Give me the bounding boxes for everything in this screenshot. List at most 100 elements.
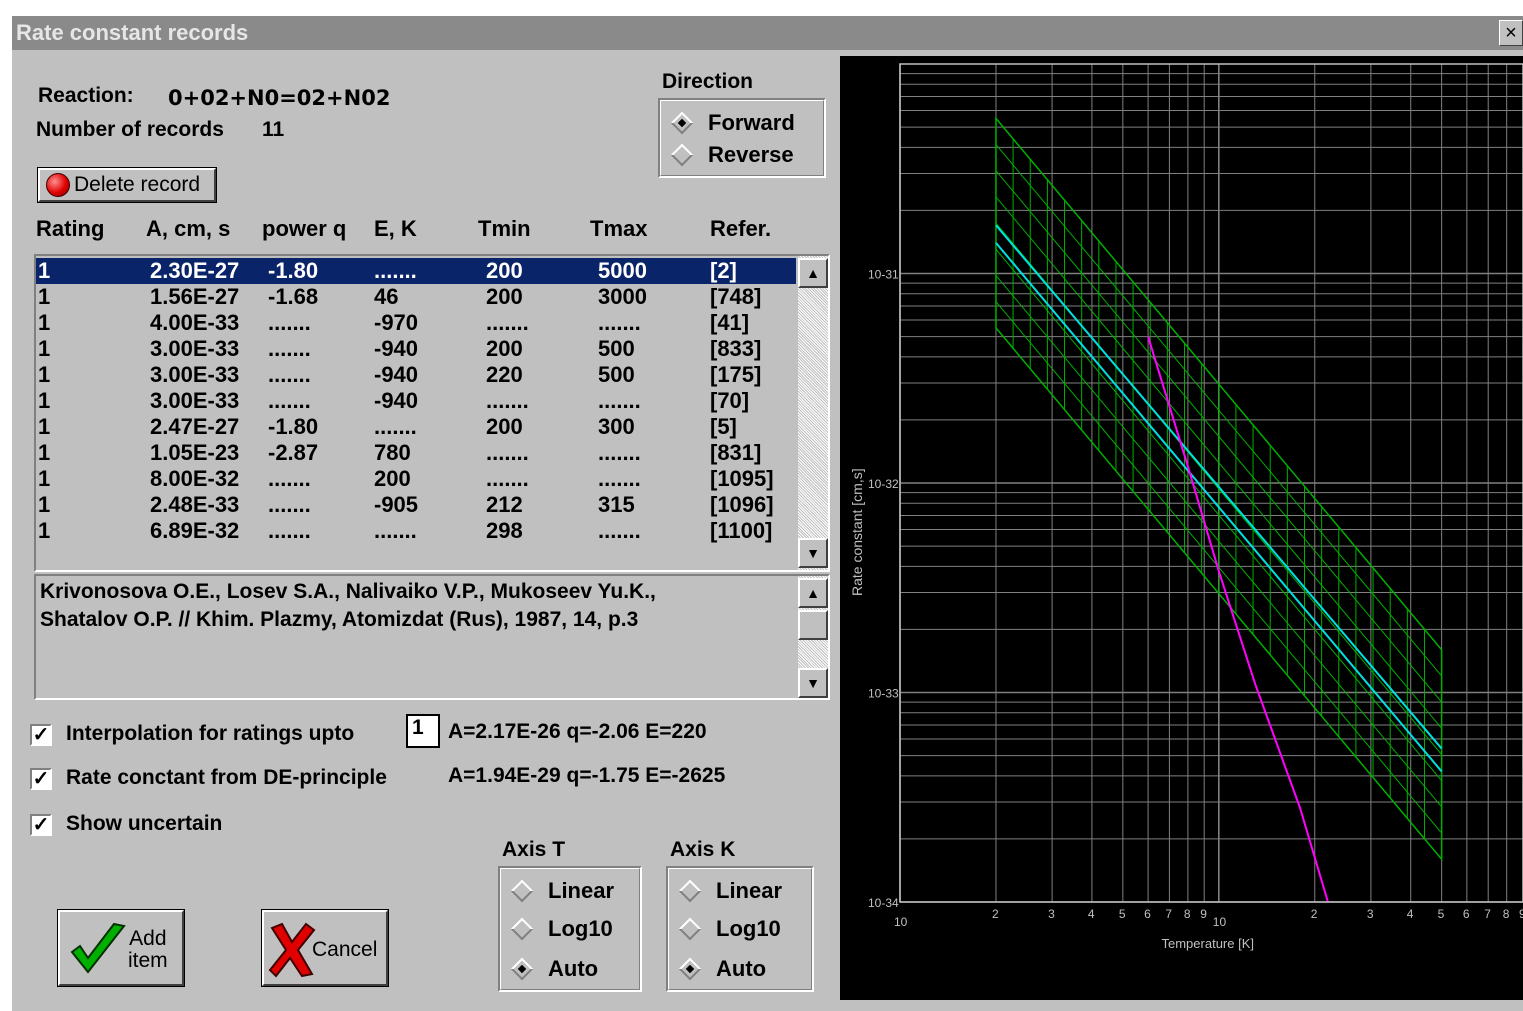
table-row[interactable]: 1 6.89E-32.............. 298....... [1100] bbox=[36, 518, 796, 544]
axis-k-log10-radio[interactable]: Log10 bbox=[678, 916, 781, 942]
ref-scroll-down-button[interactable]: ▼ bbox=[798, 668, 828, 698]
table-row[interactable]: 1 3.00E-33....... -940.............. [70] bbox=[36, 388, 796, 414]
x-tick-label: 3 bbox=[1048, 907, 1055, 921]
direction-title: Direction bbox=[662, 70, 754, 93]
axis-t-log10-radio[interactable]: Log10 bbox=[510, 916, 613, 942]
axis-t-group: Linear Log10 Auto bbox=[498, 866, 642, 992]
y-tick-label: 10-33 bbox=[868, 687, 899, 701]
axis-t-linear-radio[interactable]: Linear bbox=[510, 878, 614, 904]
table-cell: [175] bbox=[710, 362, 762, 387]
table-cell: -2.87 bbox=[268, 440, 319, 465]
table-cell: 2.47E-27 bbox=[150, 414, 240, 439]
rating-input[interactable]: 1 bbox=[406, 714, 440, 748]
ref-scroll-up-button[interactable]: ▲ bbox=[798, 578, 828, 608]
table-cell: [831] bbox=[710, 440, 762, 465]
x-axis-label: Temperature [K] bbox=[1162, 936, 1255, 951]
table-cell: 1 bbox=[38, 362, 51, 387]
add-label-line2: item bbox=[128, 949, 168, 972]
table-row[interactable]: 1 4.00E-33....... -970.............. [41] bbox=[36, 310, 796, 336]
plot-frame bbox=[899, 63, 1523, 903]
scroll-up-button[interactable]: ▲ bbox=[798, 258, 828, 288]
table-cell: ....... bbox=[598, 518, 641, 543]
interpolation-label: Interpolation for ratings upto bbox=[66, 722, 355, 745]
table-cell: [748] bbox=[710, 284, 762, 309]
table-row[interactable]: 1 8.00E-32....... 200.............. [1095] bbox=[36, 466, 796, 492]
table-cell: ....... bbox=[598, 466, 641, 491]
table-cell: ....... bbox=[486, 440, 529, 465]
red-record-icon bbox=[46, 173, 70, 197]
x-tick-label: 4 bbox=[1407, 907, 1414, 921]
green-check-icon bbox=[70, 922, 126, 974]
x-tick-label: 8 bbox=[1503, 907, 1510, 921]
direction-forward-radio[interactable]: Forward bbox=[670, 110, 795, 136]
records-list[interactable]: 1 2.30E-27 -1.80....... 200 5000 [2] 1 1.56E-27… bbox=[34, 254, 830, 572]
close-button[interactable]: × bbox=[1499, 20, 1523, 46]
table-cell: 300 bbox=[598, 414, 635, 439]
table-row[interactable]: 1 3.00E-33....... -940 220 500 [175] bbox=[36, 362, 796, 388]
reference-scrollbar[interactable]: ▲ ▼ bbox=[798, 576, 828, 698]
table-cell: ....... bbox=[268, 362, 311, 387]
reference-box[interactable]: Krivonosova O.E., Losev S.A., Nalivaiko … bbox=[34, 574, 830, 700]
series-line bbox=[1147, 336, 1329, 903]
table-cell: [1095] bbox=[710, 466, 774, 491]
records-scrollbar[interactable]: ▲ ▼ bbox=[798, 256, 828, 570]
table-cell: 780 bbox=[374, 440, 411, 465]
table-row[interactable]: 1 1.05E-23 -2.87 780.............. [831] bbox=[36, 440, 796, 466]
table-cell: ....... bbox=[268, 492, 311, 517]
table-cell: [833] bbox=[710, 336, 762, 361]
show-uncertain-label: Show uncertain bbox=[66, 812, 223, 835]
table-cell: 1 bbox=[38, 466, 51, 491]
radio-selected-icon bbox=[670, 111, 694, 135]
y-tick-label: 10-31 bbox=[868, 268, 899, 282]
add-item-button[interactable]: Add item bbox=[57, 909, 185, 987]
direction-reverse-radio[interactable]: Reverse bbox=[670, 142, 794, 168]
header-a: A, cm, s bbox=[146, 216, 231, 241]
show-uncertain-checkbox[interactable]: ✓ bbox=[30, 814, 52, 836]
cancel-label: Cancel bbox=[312, 938, 378, 961]
cancel-button[interactable]: Cancel bbox=[261, 909, 389, 987]
table-row[interactable]: 1 1.56E-27 -1.68 46 200 3000 [748] bbox=[36, 284, 796, 310]
table-cell: 2.48E-33 bbox=[150, 492, 240, 517]
axis-k-auto-radio[interactable]: Auto bbox=[678, 956, 766, 982]
table-cell: 1 bbox=[38, 518, 51, 543]
table-cell: 1 bbox=[38, 284, 51, 309]
table-cell: [70] bbox=[710, 388, 750, 413]
table-row[interactable]: 1 2.30E-27 -1.80....... 200 5000 [2] bbox=[36, 258, 796, 284]
table-cell: 8.00E-32 bbox=[150, 466, 240, 491]
radio-empty-icon bbox=[678, 917, 702, 941]
radio-empty-icon bbox=[510, 917, 534, 941]
rate-plot[interactable]: 10-31 10-32 10-33 10-34 10 10 2 3 4 5 6 7 8 9 2 3 4 5 6 7 8 9… bbox=[840, 56, 1523, 1000]
x-tick-label: 6 bbox=[1463, 907, 1470, 921]
table-cell: [41] bbox=[710, 310, 750, 335]
radio-empty-icon bbox=[670, 143, 694, 167]
header-tmax: Tmax bbox=[590, 216, 648, 241]
x-tick-label: 5 bbox=[1119, 907, 1126, 921]
table-cell: 200 bbox=[374, 466, 411, 491]
delete-record-button[interactable]: Delete record bbox=[37, 167, 217, 203]
y-tick-label: 10-34 bbox=[868, 896, 899, 910]
table-row[interactable]: 1 2.48E-33....... -905 212 315 [1096] bbox=[36, 492, 796, 518]
direction-forward-label: Forward bbox=[708, 110, 795, 135]
scroll-down-button[interactable]: ▼ bbox=[798, 538, 828, 568]
de-principle-checkbox[interactable]: ✓ bbox=[30, 768, 52, 790]
table-cell: 1 bbox=[38, 258, 51, 283]
interpolation-checkbox[interactable]: ✓ bbox=[30, 724, 52, 746]
ref-scroll-thumb[interactable] bbox=[798, 610, 828, 640]
table-cell: -940 bbox=[374, 336, 419, 361]
table-cell: 1.56E-27 bbox=[150, 284, 240, 309]
axis-t-auto-radio[interactable]: Auto bbox=[510, 956, 598, 982]
axis-t-log10-label: Log10 bbox=[548, 916, 613, 941]
axis-k-linear-radio[interactable]: Linear bbox=[678, 878, 782, 904]
table-cell: ....... bbox=[486, 310, 529, 335]
table-row[interactable]: 1 3.00E-33....... -940 200 500 [833] bbox=[36, 336, 796, 362]
table-cell: ....... bbox=[268, 310, 311, 335]
table-row[interactable]: 1 2.47E-27 -1.80....... 200 300 [5] bbox=[36, 414, 796, 440]
table-cell: ....... bbox=[374, 258, 417, 283]
table-cell: ....... bbox=[486, 388, 529, 413]
table-cell: ....... bbox=[268, 518, 311, 543]
band-hatch bbox=[995, 144, 1443, 677]
header-rating: Rating bbox=[36, 216, 105, 241]
reference-line-1: Krivonosova O.E., Losev S.A., Nalivaiko … bbox=[40, 580, 656, 603]
radio-selected-icon bbox=[678, 957, 702, 981]
